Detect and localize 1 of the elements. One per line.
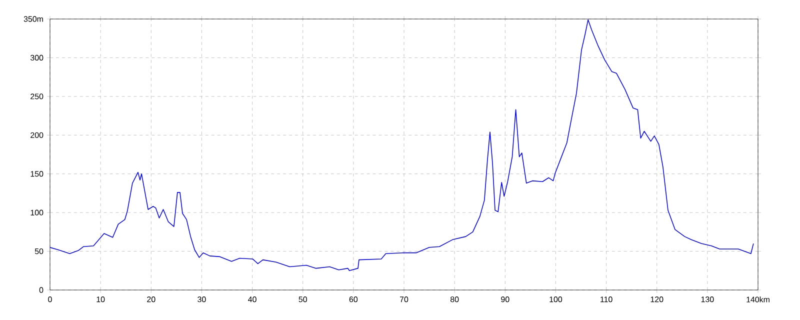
line-series [50,19,754,272]
